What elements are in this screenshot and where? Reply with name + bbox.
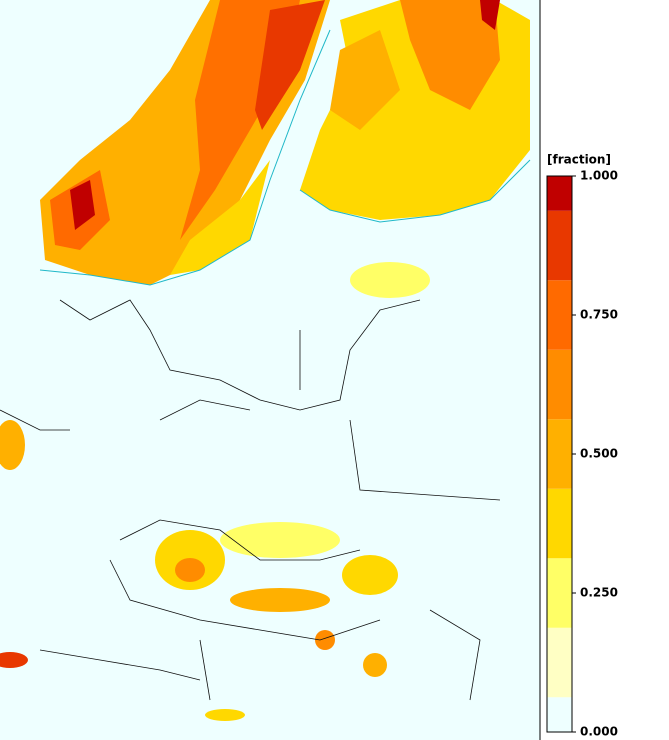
snow-region — [0, 420, 25, 470]
snow-region — [330, 30, 400, 130]
colorbar-tick-label: 0.000 — [580, 725, 618, 739]
colorbar-segment — [547, 349, 572, 420]
colorbar-segment — [547, 697, 572, 732]
map — [0, 0, 541, 740]
snow-region — [175, 558, 205, 582]
snow-region — [220, 522, 340, 558]
snow-region — [342, 555, 398, 595]
snow-region — [0, 652, 28, 668]
snow-region — [170, 160, 270, 275]
snow-region — [255, 0, 325, 130]
colorbar-segment — [547, 419, 572, 489]
snow-region — [480, 0, 500, 30]
colorbar-segment — [547, 176, 572, 211]
colorbar-segment — [547, 210, 572, 281]
colorbar-tick-label: 0.500 — [580, 447, 618, 461]
coastline — [39, 29, 531, 286]
colorbar-title: [fraction] — [547, 153, 611, 167]
colorbar-tick-label: 0.250 — [580, 586, 618, 600]
colorbar-segment — [547, 558, 572, 628]
snow-region — [70, 180, 95, 230]
colorbar-segment — [547, 627, 572, 698]
snow-region — [350, 262, 430, 298]
colorbar-segment — [547, 280, 572, 350]
snow-region — [363, 653, 387, 677]
colorbar-segment — [547, 488, 572, 559]
colorbar: 0.000 0.250 0.500 0.750 1.000 — [546, 169, 618, 739]
snow-region — [315, 630, 335, 650]
snow-region — [205, 709, 245, 721]
snow-region — [400, 0, 500, 110]
country-border — [0, 299, 501, 701]
colorbar-tick-label: 1.000 — [580, 169, 618, 183]
snow-region — [230, 588, 330, 612]
colorbar-tick-label: 0.750 — [580, 308, 618, 322]
